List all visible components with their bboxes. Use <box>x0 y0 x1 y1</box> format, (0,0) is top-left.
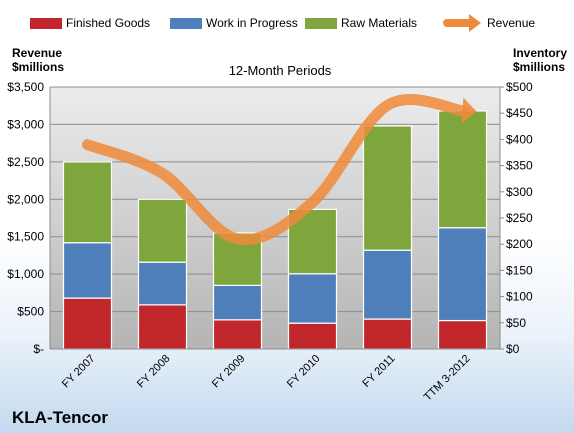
bar-work-in-progress <box>62 242 113 299</box>
revenue-line-layer <box>82 94 477 246</box>
left-tick-label: $2,500 <box>7 155 44 169</box>
bar-finished-goods <box>62 297 113 350</box>
company-name: KLA-Tencor <box>12 408 108 427</box>
right-tick-label: $150 <box>506 263 533 277</box>
legend-swatch <box>305 18 337 29</box>
right-tick-label: $250 <box>506 211 533 225</box>
bar-finished-goods <box>137 304 188 350</box>
legend-label: Revenue <box>487 16 535 30</box>
x-tick-label: FY 2007 <box>60 353 98 391</box>
left-tick-label: $3,000 <box>7 117 44 131</box>
chart-subtitle: 12-Month Periods <box>229 63 332 78</box>
right-tick-label: $350 <box>506 159 533 173</box>
bar-finished-goods <box>287 322 338 350</box>
legend-label: Work in Progress <box>206 16 298 30</box>
right-tick-label: $0 <box>506 342 520 356</box>
left-axis-title-line1: Revenue <box>12 46 62 60</box>
x-tick-label: FY 2009 <box>210 353 248 391</box>
right-tick-label: $450 <box>506 106 533 120</box>
legend-swatch <box>170 18 202 29</box>
legend-label: Finished Goods <box>66 16 150 30</box>
bar-work-in-progress <box>212 284 263 321</box>
right-tick-label: $100 <box>506 290 533 304</box>
right-tick-label: $50 <box>506 316 526 330</box>
revenue-line <box>82 94 468 246</box>
legend-swatch <box>30 18 62 29</box>
left-tick-label: $1,500 <box>7 230 44 244</box>
legend: Finished Goods Work in Progress Raw Materi… <box>30 14 535 32</box>
plot-area <box>50 87 500 349</box>
bar-work-in-progress <box>137 261 188 306</box>
x-tick-label: TTM 3-2012 <box>422 353 473 404</box>
legend-label: Raw Materials <box>341 16 417 30</box>
left-tick-label: $1,000 <box>7 267 44 281</box>
x-tick-label: FY 2010 <box>285 353 323 391</box>
bar-raw-materials <box>137 198 188 263</box>
legend-arrow <box>469 14 481 32</box>
bar-raw-materials <box>437 110 488 229</box>
bar-work-in-progress <box>362 249 413 320</box>
right-tick-label: $200 <box>506 237 533 251</box>
bar-raw-materials <box>362 125 413 251</box>
bar-work-in-progress <box>437 227 488 322</box>
bar-raw-materials <box>62 161 113 244</box>
bar-work-in-progress <box>287 273 338 324</box>
right-tick-label: $400 <box>506 132 533 146</box>
right-tick-label: $300 <box>506 185 533 199</box>
bar-finished-goods <box>437 319 488 350</box>
right-axis-title-line1: Inventory <box>513 46 567 60</box>
left-axis-title-line2: $millions <box>12 60 64 74</box>
left-tick-label: $2,000 <box>7 192 44 206</box>
left-tick-label: $3,500 <box>7 80 44 94</box>
bar-raw-materials <box>287 208 338 275</box>
bar-finished-goods <box>212 319 263 350</box>
x-tick-label: FY 2011 <box>360 353 397 390</box>
titles: 12-Month Periods Revenue $millions Inven… <box>12 46 567 427</box>
bar-finished-goods <box>362 318 413 350</box>
right-axis-title-line2: $millions <box>513 60 565 74</box>
bars <box>62 110 488 350</box>
revenue-arrowhead <box>461 97 477 124</box>
left-tick-label: $- <box>33 342 44 356</box>
right-tick-label: $500 <box>506 80 533 94</box>
left-tick-label: $500 <box>17 305 44 319</box>
x-tick-label: FY 2008 <box>135 353 173 391</box>
